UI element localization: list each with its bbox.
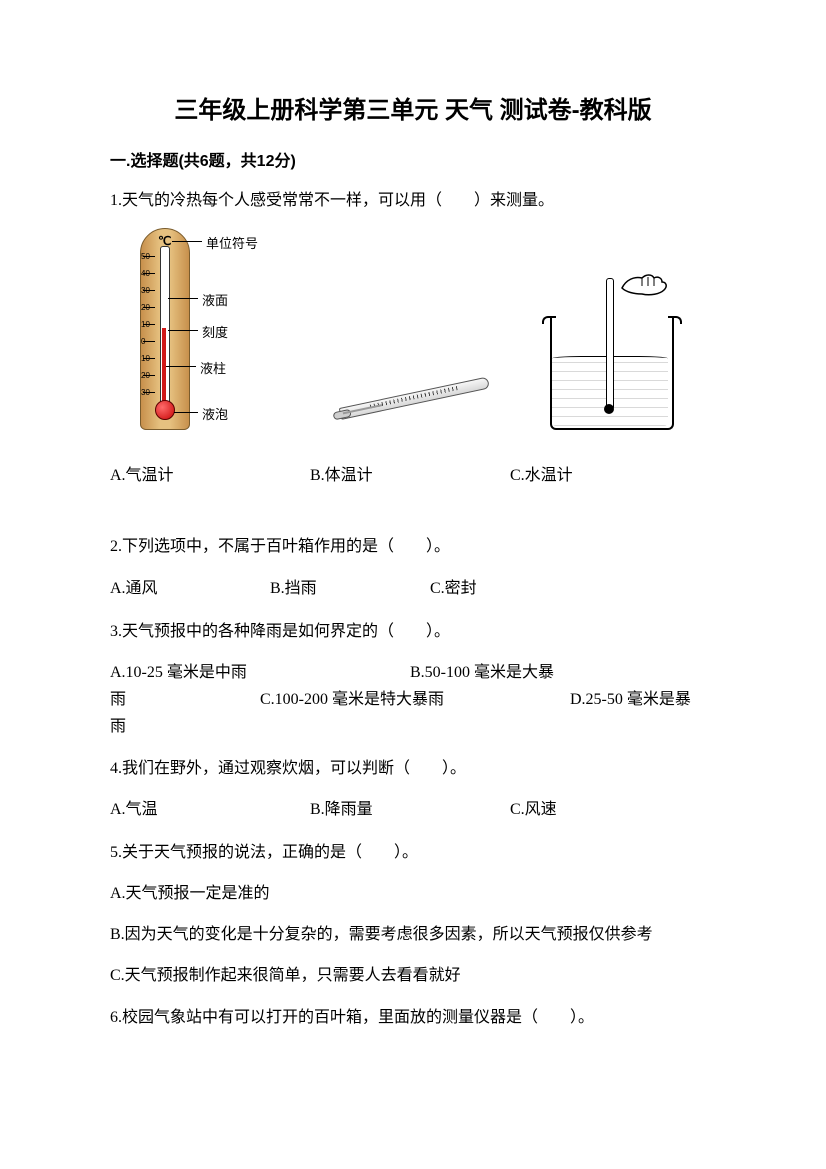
annot-unit: 单位符号 xyxy=(190,233,258,252)
q6-text: 6.校园气象站中有可以打开的百叶箱，里面放的测量仪器是（ ）。 xyxy=(110,1004,716,1031)
q3-options: A.10-25 毫米是中雨 B.50-100 毫米是大暴 雨 C.100-200… xyxy=(110,659,716,741)
water-thermometer-diagram xyxy=(520,258,700,438)
q4-option-c: C.风速 xyxy=(510,796,710,823)
q5-option-a: A.天气预报一定是准的 xyxy=(110,880,716,907)
q1-options: A.气温计 B.体温计 C.水温计 xyxy=(110,462,716,489)
q3-option-b-part2: 雨 xyxy=(110,686,260,713)
q5-option-c: C.天气预报制作起来很简单，只需要人去看看就好 xyxy=(110,962,716,989)
q1-figure: ℃ 50 40 30 20 10 0 10 20 30 单位符号 xyxy=(110,228,716,438)
q1-text: 1.天气的冷热每个人感受常常不一样，可以用（ ）来测量。 xyxy=(110,187,716,214)
air-thermometer-diagram: ℃ 50 40 30 20 10 0 10 20 30 单位符号 xyxy=(110,228,320,438)
q2-option-b: B.挡雨 xyxy=(270,575,430,602)
q3-option-d-part2: 雨 xyxy=(110,713,716,740)
q2-option-a: A.通风 xyxy=(110,575,270,602)
q1-option-a: A.气温计 xyxy=(110,462,310,489)
q5-options: A.天气预报一定是准的 B.因为天气的变化是十分复杂的，需要考虑很多因素，所以天… xyxy=(110,880,716,990)
section-header: 一.选择题(共6题，共12分) xyxy=(110,147,716,171)
q2-option-c: C.密封 xyxy=(430,575,590,602)
q3-option-d-part1: D.25-50 毫米是暴 xyxy=(570,686,691,713)
annot-bulb: 液泡 xyxy=(190,404,228,423)
q4-option-b: B.降雨量 xyxy=(310,796,510,823)
clinical-thermometer-diagram xyxy=(330,378,510,438)
q3-option-c: C.100-200 毫米是特大暴雨 xyxy=(260,686,570,713)
thermometer-ticks: 50 40 30 20 10 0 10 20 30 xyxy=(143,256,158,406)
q1-option-b: B.体温计 xyxy=(310,462,510,489)
q3-option-a: A.10-25 毫米是中雨 xyxy=(110,659,410,686)
q3-text: 3.天气预报中的各种降雨是如何界定的（ ）。 xyxy=(110,618,716,645)
q2-options: A.通风 B.挡雨 C.密封 xyxy=(110,575,716,602)
page: 三年级上册科学第三单元 天气 测试卷-教科版 一.选择题(共6题，共12分) 1… xyxy=(0,0,826,1095)
q4-text: 4.我们在野外，通过观察炊烟，可以判断（ ）。 xyxy=(110,755,716,782)
hand-icon xyxy=(620,268,670,298)
annot-surface: 液面 xyxy=(190,290,228,309)
q4-option-a: A.气温 xyxy=(110,796,310,823)
q2-text: 2.下列选项中，不属于百叶箱作用的是（ ）。 xyxy=(110,533,716,560)
q4-options: A.气温 B.降雨量 C.风速 xyxy=(110,796,716,823)
page-title: 三年级上册科学第三单元 天气 测试卷-教科版 xyxy=(110,90,716,125)
q5-text: 5.关于天气预报的说法，正确的是（ ）。 xyxy=(110,839,716,866)
annot-column: 液柱 xyxy=(190,358,226,377)
q3-option-b-part1: B.50-100 毫米是大暴 xyxy=(410,659,554,686)
annot-scale: 刻度 xyxy=(190,322,228,341)
q5-option-b: B.因为天气的变化是十分复杂的，需要考虑很多因素，所以天气预报仅供参考 xyxy=(110,921,716,948)
q1-option-c: C.水温计 xyxy=(510,462,710,489)
